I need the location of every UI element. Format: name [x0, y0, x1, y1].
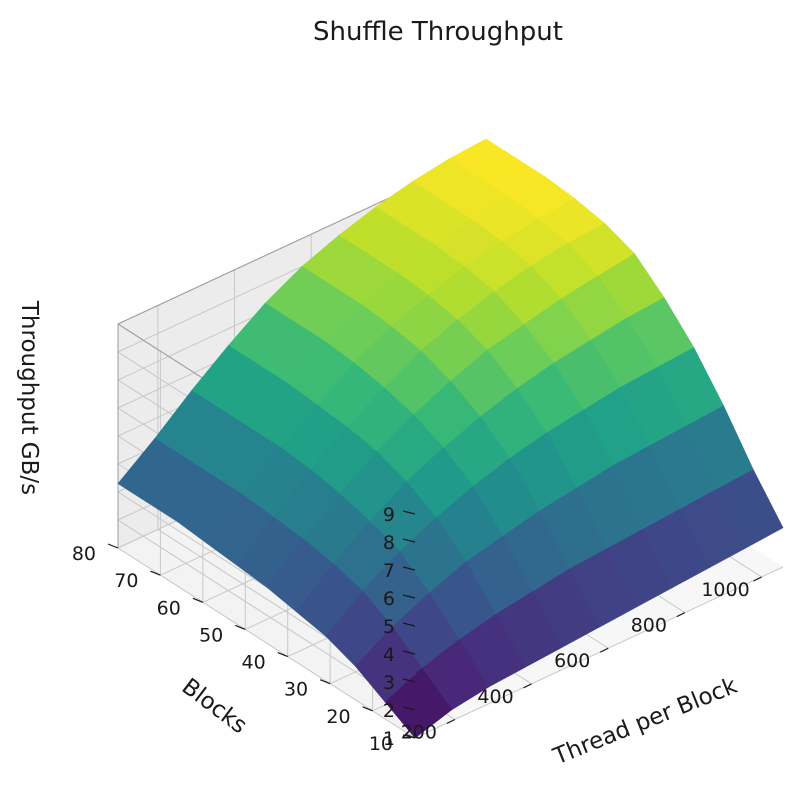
- tick-mark: [402, 734, 416, 739]
- y-tick-label: 30: [284, 679, 308, 701]
- tick-mark: [235, 624, 246, 630]
- y-tick-label: 60: [157, 597, 181, 619]
- z-tick-label: 4: [383, 644, 395, 666]
- z-axis-label: Throughput GB/s: [16, 300, 42, 495]
- x-tick-label: 800: [631, 615, 667, 637]
- tick-mark: [402, 622, 416, 627]
- tick-labels: 200 400 600 800 1000 10 20 30 40 50 60 70 80 1 2 3 4 5 6 7 8…: [72, 504, 762, 755]
- tick-mark: [402, 538, 416, 543]
- tick-mark: [753, 576, 762, 582]
- z-tick-label: 7: [383, 560, 395, 582]
- tick-mark: [402, 566, 416, 571]
- surface: [117, 138, 784, 739]
- tick-mark: [319, 679, 331, 685]
- tick-mark: [402, 510, 416, 515]
- z-tick-label: 8: [383, 532, 395, 554]
- tick-mark: [402, 706, 416, 711]
- z-tick-label: 1: [383, 728, 395, 750]
- tick-mark: [402, 678, 416, 683]
- tick-mark: [523, 683, 532, 689]
- x-tick-label: 600: [554, 650, 590, 672]
- x-axis-label: Thread per Block: [549, 673, 742, 771]
- x-tick-label: 1000: [701, 579, 749, 601]
- grid-line-y: [414, 566, 784, 739]
- tick-mark: [107, 543, 119, 549]
- y-tick-label: 80: [72, 543, 96, 565]
- x-tick-label: 400: [477, 686, 513, 708]
- y-axis-label: Blocks: [177, 674, 252, 739]
- z-tick-label: 5: [383, 616, 395, 638]
- z-tick-label: 6: [383, 588, 395, 610]
- y-tick-label: 40: [242, 652, 266, 674]
- z-tick-label: 9: [383, 504, 395, 526]
- y-tick-label: 50: [199, 624, 223, 646]
- surface-patch: [384, 667, 453, 739]
- z-tick-label: 2: [383, 700, 395, 722]
- tick-mark: [676, 612, 686, 618]
- tick-mark: [277, 652, 288, 658]
- chart-title: Shuffle Throughput: [313, 17, 563, 47]
- grid-line-z: [117, 547, 416, 739]
- tick-mark: [402, 650, 416, 655]
- y-tick-label: 20: [326, 706, 350, 728]
- tick-mark: [599, 647, 609, 653]
- tick-mark: [192, 597, 204, 603]
- z-tick-label: 3: [383, 672, 395, 694]
- y-tick-label: 10: [369, 733, 393, 755]
- y-tick-label: 70: [114, 570, 138, 592]
- tick-mark: [150, 570, 161, 576]
- tick-mark: [402, 594, 416, 599]
- tick-mark: [362, 706, 373, 712]
- tick-mark: [446, 718, 456, 725]
- x-tick-label: 200: [401, 721, 437, 743]
